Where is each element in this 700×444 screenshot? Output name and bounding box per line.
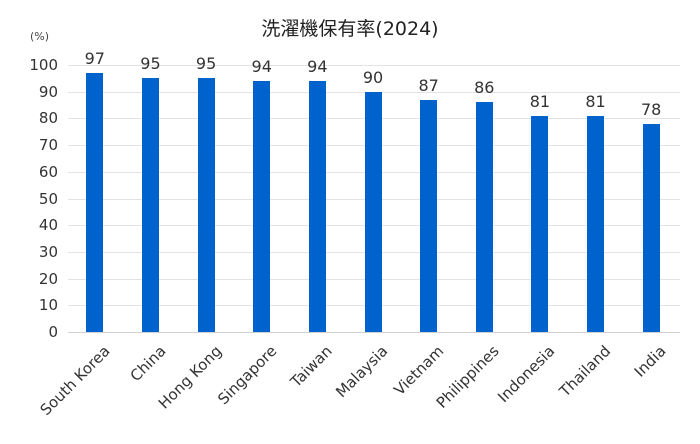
- bar: [86, 73, 104, 332]
- bar: [197, 78, 215, 332]
- chart-title: 洗濯機保有率(2024): [261, 18, 439, 40]
- data-label: 90: [362, 67, 384, 87]
- data-label: 94: [251, 57, 272, 77]
- bar: [141, 78, 159, 332]
- data-label: 86: [474, 78, 495, 98]
- y-tick-label: 100: [29, 56, 58, 74]
- y-tick-label: 30: [38, 242, 58, 261]
- data-label: 97: [84, 49, 105, 69]
- y-axis-unit-label: (%): [30, 30, 50, 43]
- data-label: 87: [418, 75, 439, 95]
- x-tick-label: Taiwan: [287, 342, 337, 391]
- y-tick-label: 40: [38, 216, 58, 235]
- x-tick-label: Singapore: [214, 342, 281, 409]
- y-tick-label: 80: [38, 109, 58, 128]
- bar: [642, 123, 660, 332]
- y-tick-label: 10: [38, 296, 58, 315]
- y-tick-label: 50: [38, 189, 58, 208]
- bar: [364, 91, 382, 332]
- x-tick-label: Vietnam: [390, 342, 448, 399]
- bar: [253, 81, 271, 332]
- gridline: [68, 65, 680, 66]
- data-label: 95: [195, 54, 217, 74]
- x-tick-label: Malaysia: [332, 342, 392, 402]
- data-label: 78: [640, 99, 662, 119]
- bar: [475, 102, 493, 332]
- plot-area: 97 95 95 94 94 90 87 86 81 81 78: [68, 49, 680, 333]
- x-tick-label: South Korea: [36, 342, 114, 419]
- bar: [420, 99, 438, 332]
- y-tick-label: 90: [38, 82, 58, 101]
- bar: [308, 81, 326, 332]
- x-tick-label: Thailand: [555, 342, 615, 401]
- y-tick-label: 0: [48, 323, 58, 341]
- gridline: [68, 332, 680, 333]
- y-tick-label: 70: [38, 136, 58, 155]
- x-tick-label: India: [631, 342, 670, 381]
- y-tick-label: 60: [38, 162, 58, 181]
- x-tick-label: Indonesia: [494, 342, 559, 407]
- bar: [531, 115, 549, 332]
- data-label: 81: [529, 91, 551, 111]
- y-tick-label: 20: [38, 269, 58, 288]
- data-label: 81: [585, 91, 606, 111]
- bar: [587, 115, 605, 332]
- data-label: 94: [307, 57, 328, 77]
- data-label: 95: [140, 54, 161, 74]
- x-tick-label: China: [126, 342, 170, 386]
